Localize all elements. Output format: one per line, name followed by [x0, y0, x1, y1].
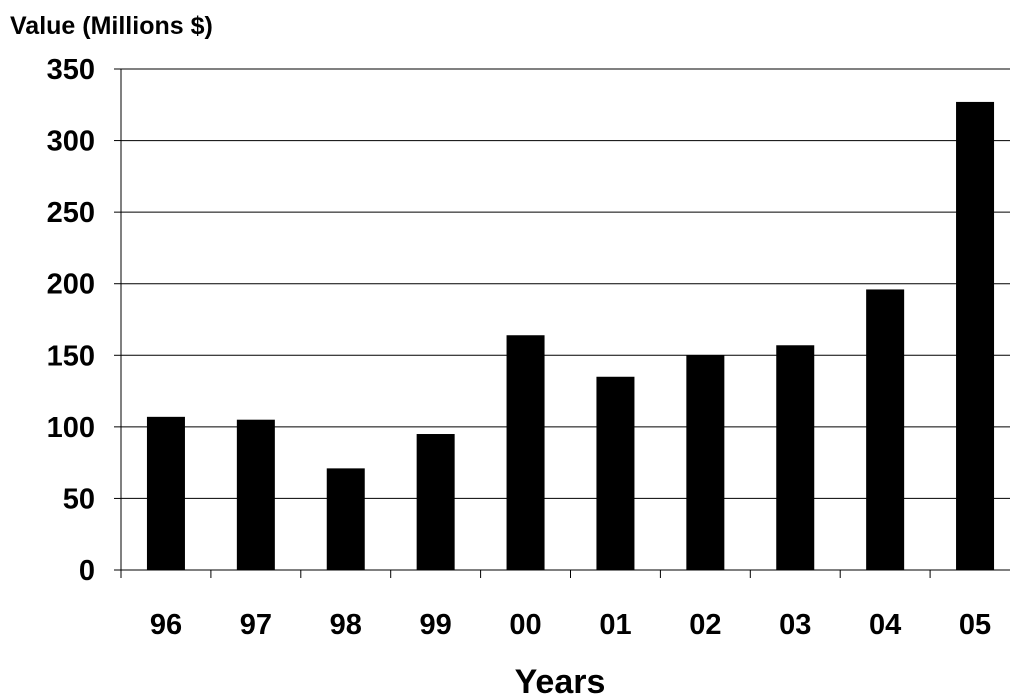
bar [866, 289, 905, 570]
y-tick-label: 350 [47, 54, 95, 86]
x-tick-label: 03 [779, 609, 811, 641]
x-axis-label: Years [515, 663, 606, 695]
x-tick-labels: 96 97 98 99 00 01 02 03 04 05 [150, 609, 991, 641]
x-tick-label: 97 [240, 609, 272, 641]
x-tick-label: 00 [509, 609, 541, 641]
y-tick-label: 100 [47, 412, 95, 444]
bar [326, 468, 365, 570]
bar [416, 434, 455, 570]
x-tick-label: 01 [599, 609, 631, 641]
y-tick-label: 250 [47, 197, 95, 229]
bar [956, 101, 995, 571]
x-tick-label: 02 [689, 609, 721, 641]
bar [506, 335, 545, 570]
bars [146, 101, 995, 571]
bar [146, 416, 185, 570]
y-tick-labels: 0 50 100 150 200 250 300 350 [47, 54, 95, 587]
bar [776, 345, 815, 570]
bar [686, 355, 725, 570]
bar [596, 376, 635, 570]
axes [114, 68, 1010, 578]
y-tick-label: 200 [47, 269, 95, 301]
y-tick-label: 150 [47, 340, 95, 372]
x-tick-label: 99 [420, 609, 452, 641]
x-tick-label: 04 [869, 609, 901, 641]
bar [236, 419, 275, 570]
y-tick-label: 50 [63, 483, 95, 515]
x-tick-label: 98 [330, 609, 362, 641]
y-axis-label: Value (Millions $) [10, 12, 213, 40]
y-tick-label: 300 [47, 126, 95, 158]
x-tick-label: 96 [150, 609, 182, 641]
x-tick-label: 05 [959, 609, 991, 641]
y-tick-label: 0 [79, 555, 95, 587]
